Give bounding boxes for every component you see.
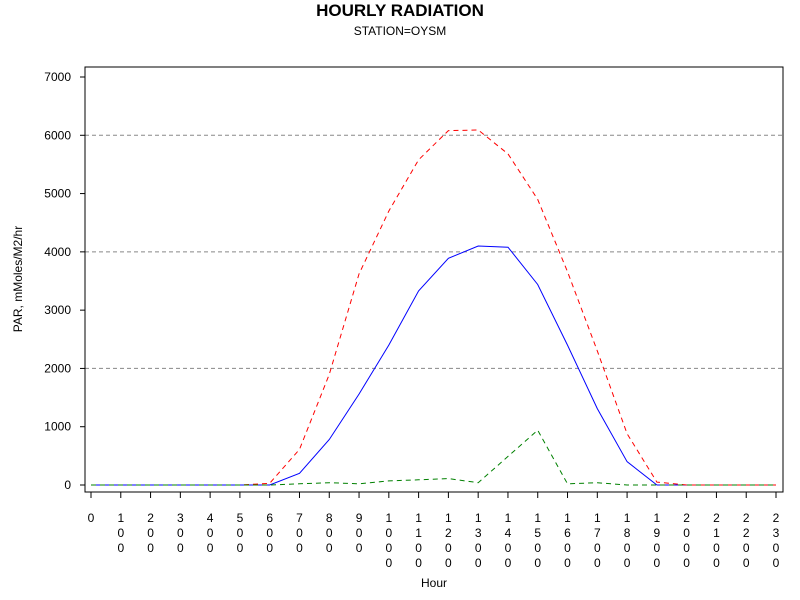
y-tick-label: 6000	[44, 128, 71, 142]
chart-subtitle: STATION=OYSM	[353, 24, 447, 38]
y-tick-label: 5000	[44, 187, 71, 201]
series-layer	[91, 129, 776, 486]
chart-title: HOURLY RADIATION	[316, 1, 484, 20]
series-line-3	[91, 429, 776, 486]
x-axis-label: Hour	[421, 576, 447, 590]
series-line-1	[91, 245, 776, 486]
y-tick-label: 7000	[44, 70, 71, 84]
y-tick-label: 1000	[44, 420, 71, 434]
y-axis: 0 1000 2000 3000 4000 5000 6000 7000	[44, 70, 85, 492]
y-axis-label: PAR, mMoles/M2/hr	[11, 226, 25, 332]
y-tick-label: 0	[64, 478, 71, 492]
y-tick-label: 2000	[44, 361, 71, 375]
x-axis: 0 1 0 0 2 0 0 3 0 0 4 0 0 5 0 0 6 0 0 7 0 0 8 0 0 9 0 0 1 0 0 0 1 1 0 0 1 2 0 0…	[88, 492, 780, 570]
y-tick-label: 4000	[44, 245, 71, 259]
reference-lines	[85, 134, 783, 369]
plot-frame	[84, 66, 784, 493]
y-tick-label: 3000	[44, 303, 71, 317]
series-line-2	[91, 129, 776, 486]
x-tick-label: 0	[88, 511, 95, 525]
